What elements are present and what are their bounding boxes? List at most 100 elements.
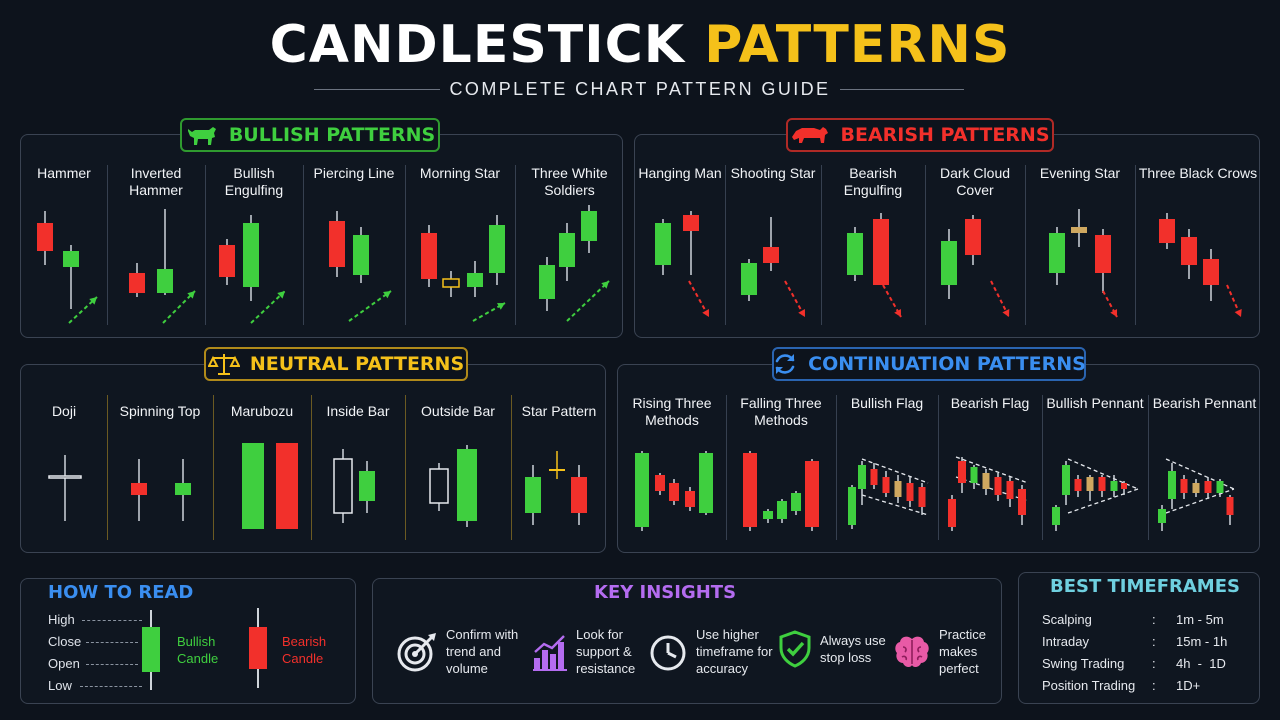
bearish-pattern-label: Evening Star [1039,165,1121,181]
bearish-pattern-chart [941,215,1010,318]
continuation-pattern-2: Falling Three Methods [726,365,836,552]
continuation-3-candle-4 [882,471,890,497]
up-arrow-icon [162,290,196,324]
insight-text-4: Always use stop loss [820,633,886,665]
bullish-pattern-chart [219,215,286,324]
timeframe-value: 15m - 1h [1176,634,1228,649]
column-divider [1135,165,1136,325]
neutral-pattern-chart [333,449,375,523]
refresh-icon [775,354,795,374]
up-arrow-icon [68,296,98,324]
bearish-4-candle-1 [941,229,957,299]
continuation-4-candle-6 [1006,477,1014,507]
bearish-6-candle-1 [1159,213,1175,249]
continuation-1-candle-4 [685,487,695,511]
bear-icon [792,127,829,143]
bearish-pattern-5: Evening Star [1025,135,1135,337]
continuation-2-candle-4 [791,491,801,515]
continuation-panel: Rising Three Methods Falling Three Method… [617,364,1260,553]
bullish-5-candle-3 [467,261,483,297]
continuation-pattern-5: Bullish Pennant [1042,365,1148,552]
continuation-pattern-label: Bullish Pennant [1046,395,1144,411]
bullish-pattern-label: Piercing Line [313,165,395,181]
bullish-1-candle-1 [37,211,53,265]
continuation-1-candle-1 [635,451,649,531]
column-divider [515,165,516,325]
column-divider [213,395,214,540]
bullish-pattern-chart [129,209,196,324]
continuation-5-candle-4 [1086,475,1094,501]
continuation-pattern-chart [635,451,713,531]
continuation-pattern-chart [848,458,929,529]
bearish-6-candle-2 [1181,229,1197,279]
neutral-pattern-label: Marubozu [230,403,294,419]
neutral-pattern-3: Marubozu [213,365,311,552]
continuation-trendline-2 [1165,488,1235,514]
bullish-4-candle-2 [353,227,369,283]
continuation-1-candle-2 [655,473,665,495]
continuation-trendline-1 [955,456,1029,484]
bearish-pattern-label: Hanging Man [638,165,722,181]
bearish-3-candle-2 [873,213,889,285]
neutral-4-candle-2 [359,461,375,513]
bullish-pattern-label: Morning Star [419,165,501,181]
insight-4: Always use stop loss [778,630,892,668]
bullish-3-candle-2 [243,215,259,301]
bearish-5-candle-3 [1095,229,1111,293]
continuation-6-candle-7 [1226,495,1234,525]
continuation-3-candle-1 [848,485,856,529]
continuation-3-candle-6 [906,477,914,507]
continuation-2-candle-1 [743,451,757,531]
down-arrow-icon [1102,290,1118,318]
timeframe-colon: : [1152,678,1156,693]
column-divider [1042,395,1043,540]
up-arrow-icon [472,302,506,322]
bearish-pattern-label: Three Black Crows [1138,165,1258,181]
read-label-open: Open [48,656,80,671]
clock-icon [650,635,686,670]
timeframe-value: 4h - 1D [1176,656,1226,671]
bullish-pattern-chart [37,211,98,324]
bullish-pattern-label: Bullish Engulfing [224,165,284,198]
continuation-trendline-2 [955,476,1029,502]
bearish-6-candle-3 [1203,249,1219,301]
continuation-pattern-chart [1052,458,1139,531]
neutral-6-candle-2 [549,451,565,479]
bullish-pattern-2: Inverted Hammer [107,135,205,337]
neutral-pattern-label: Doji [51,403,77,419]
neutral-pattern-chart [525,451,587,525]
neutral-pattern-4: Inside Bar [311,365,405,552]
continuation-2-candle-2 [763,509,773,523]
bullish-pattern-label: Three White Soldiers [531,165,608,198]
bearish-pattern-chart [1159,213,1242,318]
page-title: CANDLESTICK PATTERNS [0,14,1280,76]
neutral-3-candle-1 [242,443,264,529]
sample-bull-candle [142,627,160,672]
neutral-5-candle-2 [457,445,477,527]
dash-low [80,686,142,687]
bearish-panel: Hanging Man Shooting Star Bearish Engulfin… [634,134,1260,338]
bearish-pattern-4: Dark Cloud Cover [925,135,1025,337]
bullish-5-candle-2 [442,271,460,297]
column-divider [405,165,406,325]
continuation-trendline-2 [861,494,929,516]
insight-text-2: Look for support & resistance [576,627,636,676]
bullish-5-candle-1 [421,225,437,287]
timeframe-colon: : [1152,612,1156,627]
column-divider [107,165,108,325]
continuation-6-candle-4 [1192,479,1200,497]
bearish-pattern-label: Shooting Star [730,165,816,181]
column-divider [938,395,939,540]
continuation-trendline-1 [1165,458,1235,490]
neutral-pattern-label: Star Pattern [521,403,597,419]
continuation-5-candle-1 [1052,505,1060,531]
bullish-3-candle-1 [219,239,235,285]
continuation-5-candle-7 [1121,481,1127,495]
timeframe-colon: : [1152,656,1156,671]
subtitle: COMPLETE CHART PATTERN GUIDE [449,79,831,99]
bullish-pattern-3: Bullish Engulfing [205,135,303,337]
bearish-1-candle-2 [683,211,699,275]
dash-close [86,642,138,643]
bull-icon [187,127,216,145]
timeframe-name: Position Trading [1042,678,1136,693]
